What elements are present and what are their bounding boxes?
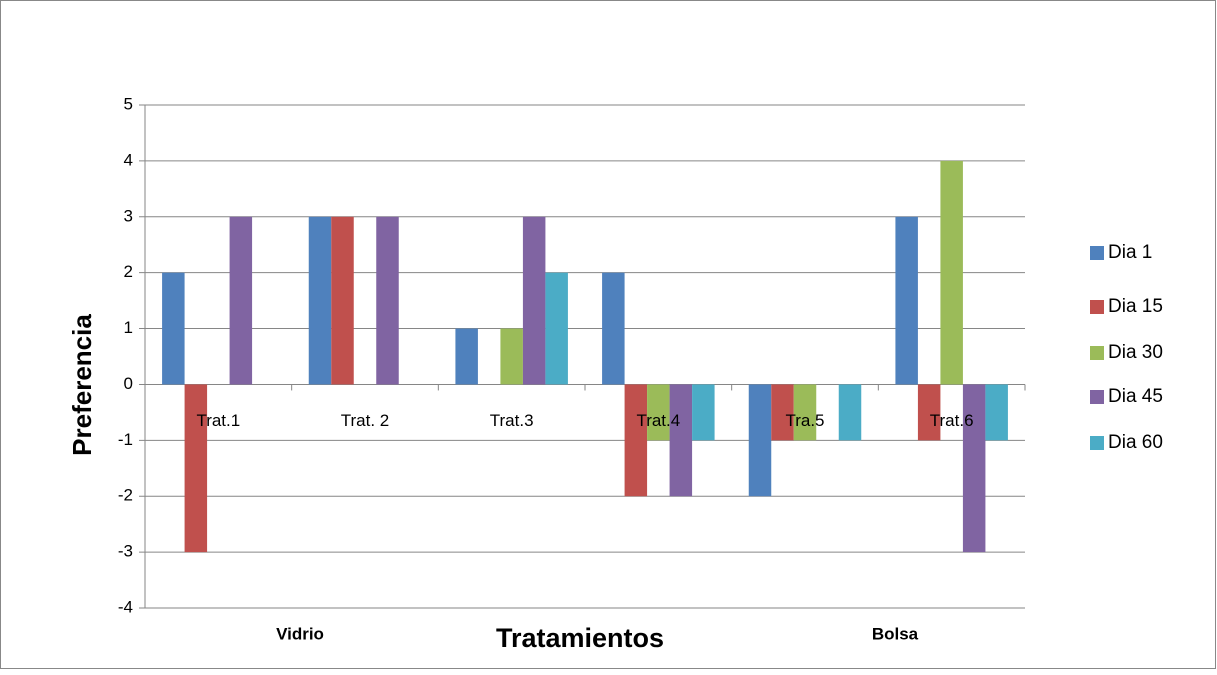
legend-label: Dia 1 xyxy=(1108,242,1152,263)
y-tick-label: -3 xyxy=(118,542,133,561)
y-tick-label: 2 xyxy=(124,262,133,281)
y-axis-title: Preferencia xyxy=(67,314,97,456)
bar xyxy=(895,216,918,385)
x-tick-label: Trat.6 xyxy=(930,411,974,430)
bar xyxy=(331,216,354,385)
bar xyxy=(602,272,625,385)
bar xyxy=(308,216,332,385)
bar xyxy=(985,384,1008,441)
bar xyxy=(229,216,253,385)
bar xyxy=(917,384,941,441)
bar xyxy=(376,216,399,385)
bar xyxy=(940,160,963,385)
y-tick-label: 3 xyxy=(124,206,133,225)
y-tick-label: 5 xyxy=(124,94,133,113)
bar xyxy=(647,384,670,441)
legend-marker xyxy=(1090,246,1104,260)
legend-marker xyxy=(1090,346,1104,360)
legend-label: Dia 60 xyxy=(1108,432,1163,453)
legend-label: Dia 15 xyxy=(1108,296,1163,317)
y-tick-label: -4 xyxy=(118,597,133,616)
bar xyxy=(692,384,715,441)
y-tick-label: 4 xyxy=(124,150,133,169)
bar xyxy=(962,384,986,553)
bar xyxy=(545,272,568,385)
y-tick-label: -1 xyxy=(118,430,133,449)
bar xyxy=(838,384,862,441)
bar xyxy=(184,384,208,553)
y-tick-label: -2 xyxy=(118,486,133,505)
bar xyxy=(455,328,478,385)
x-tick-label: Trat. 2 xyxy=(341,411,390,430)
y-tick-label: 0 xyxy=(124,374,133,393)
y-tick-label: 1 xyxy=(124,318,133,337)
legend-marker xyxy=(1090,300,1104,314)
annotation: Bolsa xyxy=(872,624,919,643)
legend-label: Dia 45 xyxy=(1108,386,1163,407)
annotation: Vidrio xyxy=(276,624,324,643)
bar xyxy=(624,384,648,497)
bar xyxy=(771,384,794,441)
x-tick-label: Tra.5 xyxy=(785,411,824,430)
bar xyxy=(162,272,185,385)
legend-marker xyxy=(1090,390,1104,404)
bar xyxy=(793,384,817,441)
legend-marker xyxy=(1090,436,1104,450)
bar xyxy=(522,216,546,385)
x-tick-label: Trat.4 xyxy=(636,411,680,430)
x-tick-label: Trat.3 xyxy=(490,411,534,430)
bar xyxy=(669,384,693,497)
bar xyxy=(748,384,772,497)
legend-label: Dia 30 xyxy=(1108,342,1163,363)
x-tick-label: Trat.1 xyxy=(196,411,240,430)
x-axis-title: Tratamientos xyxy=(496,623,664,653)
bar xyxy=(500,328,523,385)
